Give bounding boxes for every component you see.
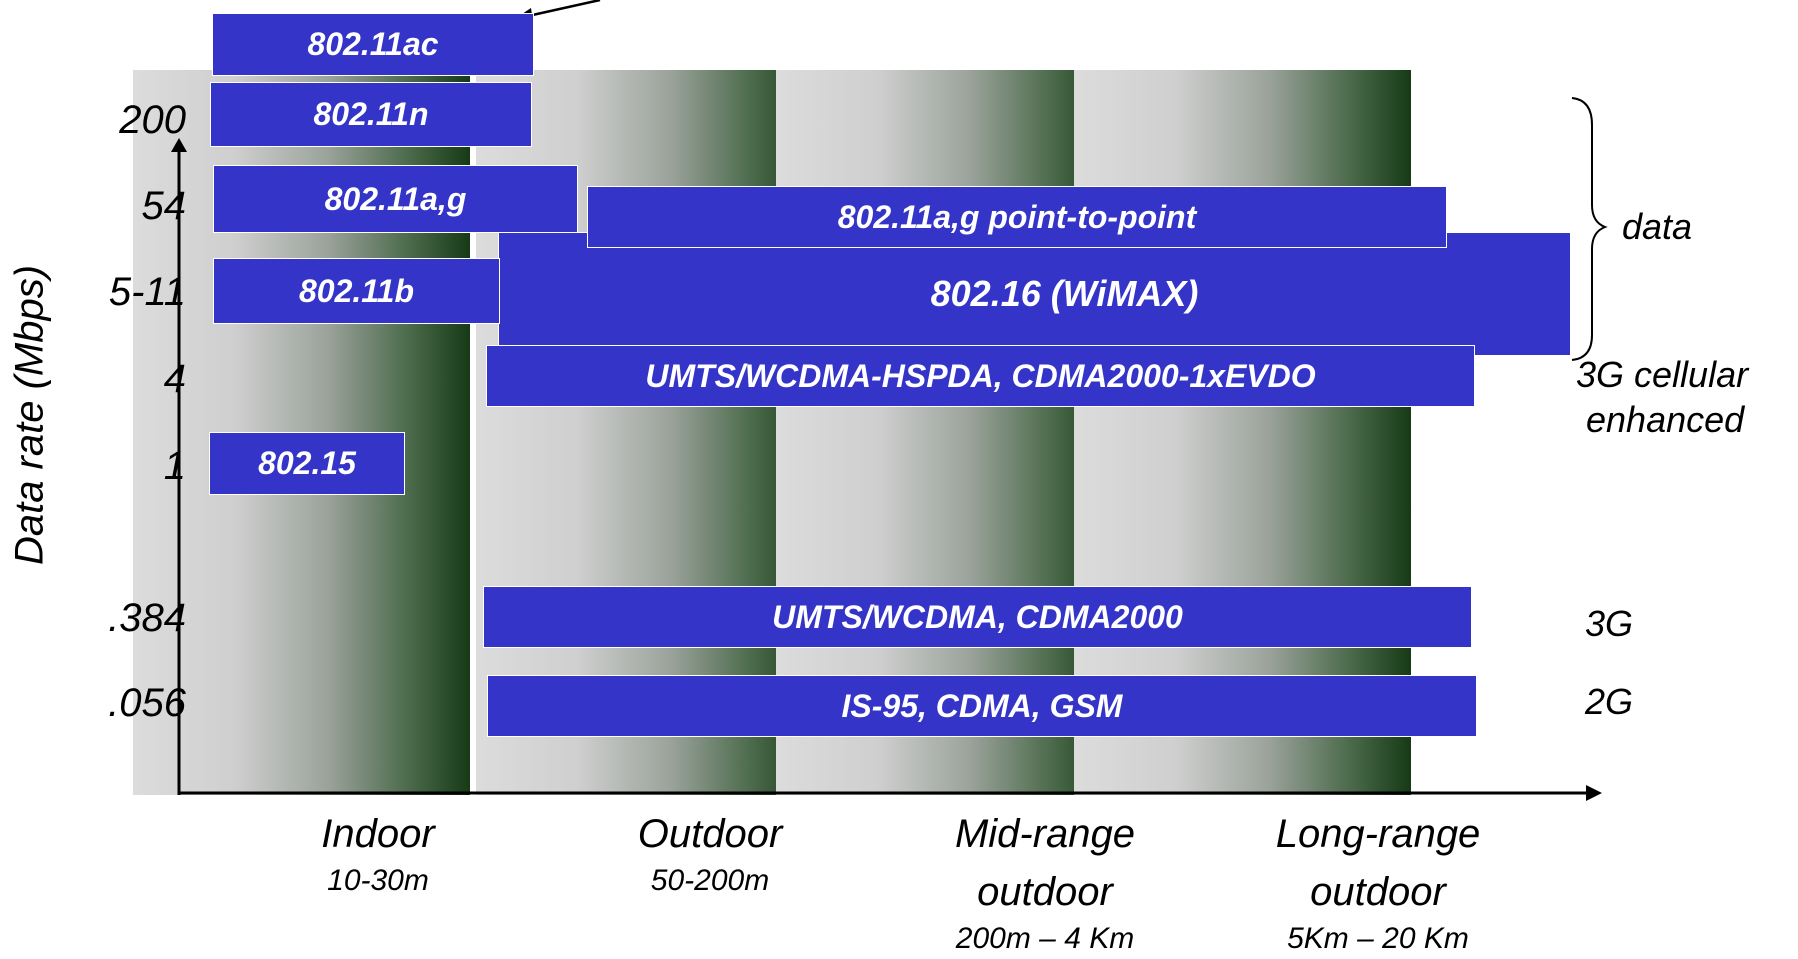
tech-802-11b: 802.11b [213,258,500,324]
y-tick-0-056: .056 [108,681,186,725]
tech-802-15: 802.15 [209,432,405,495]
x-category-outdoor-name: Outdoor [637,812,783,856]
y-tick-4: 4 [163,357,186,401]
tech-umts-hspda: UMTS/WCDMA-HSPDA, CDMA2000-1xEVDO [486,345,1475,407]
y-tick-200: 200 [119,98,186,142]
y-axis-arrowhead [171,138,187,152]
x-category-long-range-name-line1: Long-range [1275,812,1481,856]
x-category-mid-range: Mid-range outdoor 200m – 4 Km [955,805,1135,957]
x-category-outdoor-range: 50-200m [650,864,770,897]
y-tick-54: 54 [141,184,187,228]
label-3g: 3G [1585,603,1634,644]
tech-802-11ag: 802.11a,g [213,165,578,233]
pointer-arrow-line [527,0,601,18]
x-category-indoor: Indoor 10-30m [321,805,434,899]
x-category-indoor-name: Indoor [321,812,435,856]
x-category-mid-range-name-line1: Mid-range [954,812,1136,856]
label-data: data [1622,206,1693,247]
x-category-long-range-range: 5Km – 20 Km [1287,922,1469,955]
tech-is95-cdma-gsm: IS-95, CDMA, GSM [487,675,1477,737]
tech-umts-cdma2000: UMTS/WCDMA, CDMA2000 [483,586,1472,648]
x-category-outdoor: Outdoor 50-200m [638,805,783,899]
tech-802-11ac: 802.11ac [212,13,534,76]
x-category-mid-range-range: 200m – 4 Km [955,922,1135,955]
x-axis-arrowhead [1586,785,1602,801]
data-brace [1571,97,1608,361]
x-category-indoor-range: 10-30m [327,864,429,897]
label-3g-enhanced-line1: 3G cellular [1576,354,1749,395]
tech-802-16-wimax: 802.16 (WiMAX) [498,232,1571,356]
x-category-mid-range-name-line2: outdoor [977,870,1113,914]
y-tick-1: 1 [163,444,186,488]
y-tick-0-384: .384 [108,596,186,640]
x-category-long-range-name-line2: outdoor [1310,870,1446,914]
x-category-long-range: Long-range outdoor 5Km – 20 Km [1276,805,1481,957]
y-tick-5-11: 5-11 [108,270,186,314]
tech-802-11n: 802.11n [210,82,532,147]
label-3g-enhanced-line2: enhanced [1586,399,1745,440]
y-axis-label: Data rate (Mbps) [7,264,52,566]
tech-802-11ag-point-to-point: 802.11a,g point-to-point [587,186,1447,248]
label-2g: 2G [1585,681,1634,722]
